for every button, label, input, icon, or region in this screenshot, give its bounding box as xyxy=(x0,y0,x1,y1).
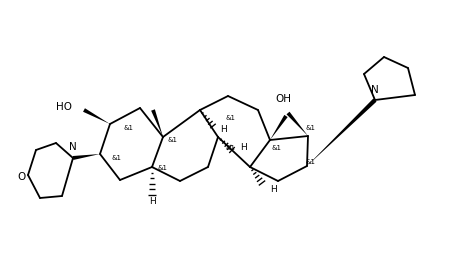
Text: N: N xyxy=(69,142,77,152)
Text: H: H xyxy=(149,198,155,207)
Text: &1: &1 xyxy=(305,159,315,165)
Text: N: N xyxy=(371,85,379,95)
Text: &1: &1 xyxy=(111,155,121,161)
Text: H: H xyxy=(240,144,247,152)
Text: &1: &1 xyxy=(158,165,168,171)
Text: HO: HO xyxy=(56,102,72,112)
Text: &1: &1 xyxy=(225,115,235,121)
Text: &1: &1 xyxy=(168,137,178,143)
Polygon shape xyxy=(83,108,110,124)
Polygon shape xyxy=(73,154,100,160)
Text: O: O xyxy=(17,172,25,182)
Polygon shape xyxy=(307,98,377,166)
Polygon shape xyxy=(270,115,287,140)
Text: H: H xyxy=(220,124,227,134)
Text: &1: &1 xyxy=(124,125,134,131)
Text: OH: OH xyxy=(275,94,291,104)
Text: &1: &1 xyxy=(272,145,282,151)
Polygon shape xyxy=(287,112,308,136)
Polygon shape xyxy=(151,109,163,137)
Text: H: H xyxy=(270,185,277,195)
Text: &1: &1 xyxy=(225,145,235,151)
Text: &1: &1 xyxy=(305,125,315,131)
